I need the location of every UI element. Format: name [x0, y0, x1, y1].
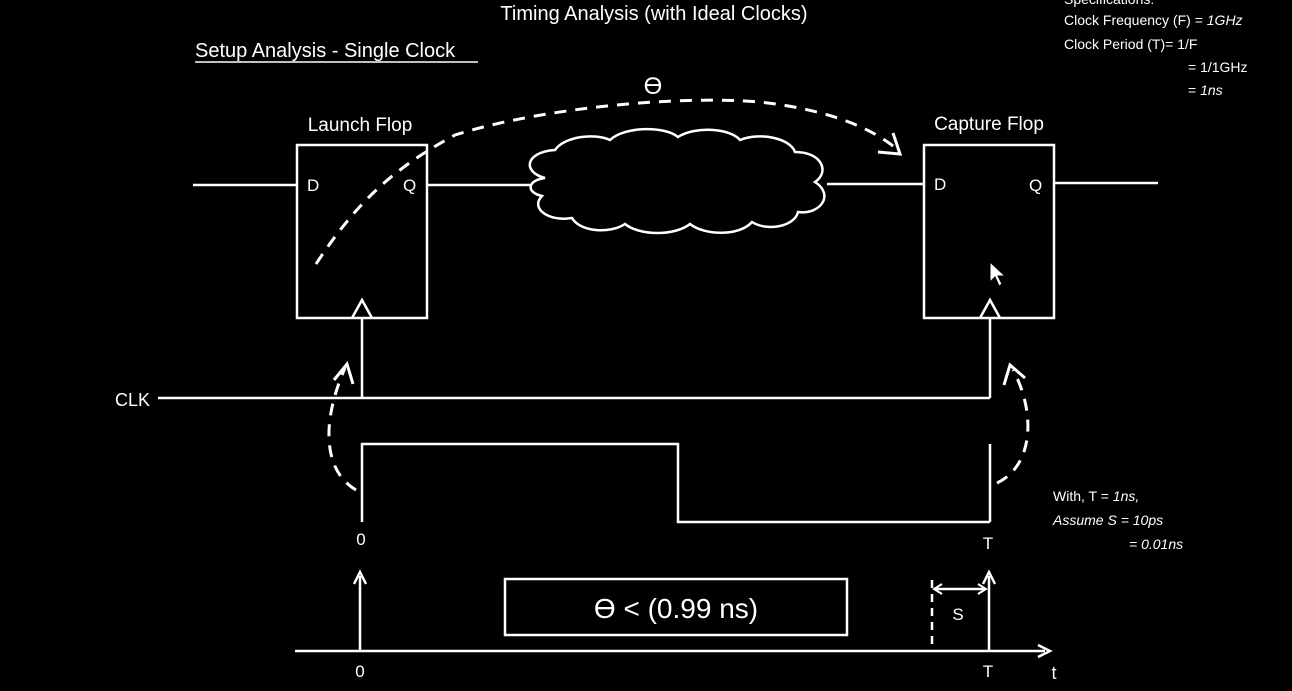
capture-clock-pin-icon [978, 297, 1002, 319]
slide-title: Timing Analysis (with Ideal Clocks) [500, 3, 807, 25]
setup-time-label: S [952, 605, 963, 624]
capture-d-pin: D [934, 175, 946, 194]
capture-clock-arrowhead [1002, 362, 1026, 386]
constraint-box [503, 577, 849, 637]
clk-label: CLK [115, 390, 150, 410]
capture-flop-box [922, 143, 1056, 320]
specs-period-value: 1ns [1200, 82, 1223, 98]
specs-period-eq: = [1188, 82, 1200, 98]
timeline-t-label: T [983, 662, 993, 681]
launch-clock-pin-icon [350, 297, 374, 319]
note-assume-s: Assume S = 10ps [1052, 512, 1163, 528]
data-path-arrow [314, 98, 899, 265]
specs-period-result: = 1ns [1188, 82, 1223, 98]
capture-edge-arrowhead [981, 569, 997, 585]
specs-frequency-value: 1GHz [1207, 12, 1243, 28]
specs-period: Clock Period (T)= 1/F [1064, 36, 1197, 52]
theta-label: ϴ [644, 73, 663, 100]
launch-flop-label: Launch Flop [308, 115, 413, 136]
specs-frequency: Clock Frequency (F) = 1GHz [1064, 12, 1243, 28]
waveform-t-label: T [983, 534, 993, 553]
slide-subtitle: Setup Analysis - Single Clock [195, 40, 456, 62]
capture-clock-edge-arrow [996, 369, 1030, 485]
capture-flop-label: Capture Flop [934, 114, 1044, 135]
capture-q-pin: Q [1029, 176, 1042, 195]
clock-waveform [360, 442, 992, 524]
note-with-t: With, T = 1ns, [1053, 488, 1139, 504]
time-axis-arrowhead [1037, 643, 1053, 659]
timeline: t 0 T S ϴ < (0.99 ns) [295, 569, 1057, 683]
note-with-prefix: With, T = [1053, 488, 1113, 504]
specifications: Specifications: Clock Frequency (F) = 1G… [1064, 0, 1248, 98]
specs-header: Specifications: [1064, 0, 1154, 7]
launch-flop-box [295, 143, 429, 320]
note-s-equals: = 0.01ns [1129, 536, 1183, 552]
launch-clock-arrowhead [332, 360, 355, 385]
mouse-cursor-icon [989, 260, 1007, 287]
constraint-text: ϴ < (0.99 ns) [594, 593, 758, 624]
launch-q-pin: Q [403, 176, 416, 195]
time-axis-label: t [1051, 663, 1056, 683]
waveform-zero-label: 0 [356, 530, 365, 549]
timeline-zero-label: 0 [355, 662, 364, 681]
setup-span-arrowheads [932, 583, 988, 595]
capture-flop: Capture Flop D Q [922, 114, 1158, 320]
launch-flop: Launch Flop D Q [193, 115, 429, 320]
note-with-value: 1ns, [1113, 488, 1139, 504]
data-path-arrowhead [877, 132, 903, 156]
launch-d-pin: D [307, 176, 319, 195]
combinational-logic-cloud [528, 127, 826, 235]
specs-frequency-label: Clock Frequency (F) = [1064, 12, 1207, 28]
launch-edge-arrowhead [352, 569, 368, 585]
launch-clock-edge-arrow [327, 367, 357, 492]
specs-period-step: = 1/1GHz [1188, 59, 1248, 75]
assumption-notes: With, T = 1ns, Assume S = 10ps = 0.01ns [1052, 488, 1183, 552]
